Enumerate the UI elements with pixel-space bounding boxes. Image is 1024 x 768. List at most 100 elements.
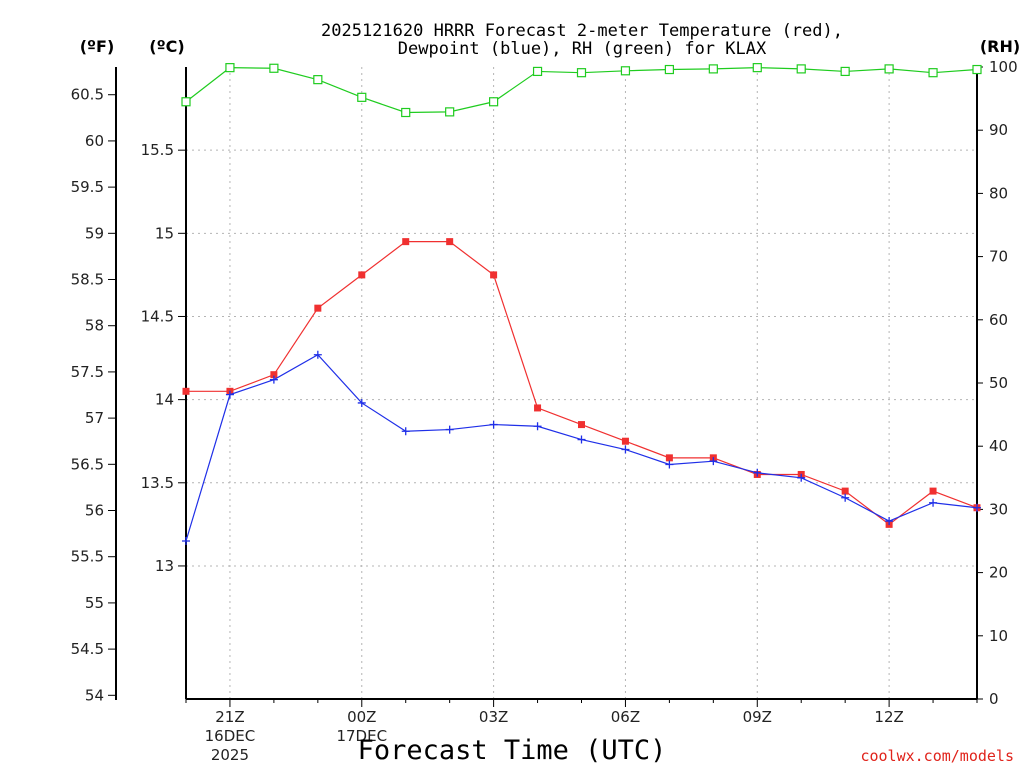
rh-tick-label: 10	[989, 627, 1008, 645]
fahrenheit-tick-label: 59	[85, 224, 104, 242]
time-tick-label: 06Z	[611, 708, 640, 726]
temperature-point	[314, 304, 322, 312]
fahrenheit-tick-label: 58	[85, 317, 104, 335]
rh-point	[752, 63, 762, 73]
fahrenheit-tick-label: 56	[85, 502, 104, 520]
rh-point	[401, 107, 411, 118]
dewpoint-point	[533, 422, 542, 431]
rh-point	[840, 66, 850, 77]
time-tick-label: 2025	[211, 746, 249, 764]
dewpoint-point	[401, 427, 410, 436]
celsius-tick-label: 14.5	[141, 307, 174, 325]
celsius-tick-label: 13	[155, 557, 174, 575]
time-tick-label: 00Z	[347, 708, 376, 726]
rh-tick-label: 0	[989, 690, 999, 708]
dewpoint-point	[445, 425, 454, 434]
rh-tick-label: 90	[989, 121, 1008, 139]
gridlines	[186, 67, 977, 699]
rh-point	[708, 64, 718, 74]
fahrenheit-tick-label: 56.5	[71, 455, 104, 473]
rh-tick-label: 100	[989, 58, 1018, 76]
rh-point	[796, 64, 806, 74]
dewpoint-point	[269, 375, 278, 384]
source-credit: coolwx.com/models	[860, 747, 1014, 765]
temperature-point	[490, 271, 498, 279]
dewpoint-point	[182, 537, 190, 545]
rh-point	[884, 64, 894, 74]
data-series	[181, 63, 982, 545]
temperature-point	[929, 487, 937, 495]
fahrenheit-tick-label: 55	[85, 594, 104, 612]
rh-tick-label: 60	[989, 311, 1008, 329]
celsius-tick-label: 13.5	[141, 474, 174, 492]
rh-point	[357, 92, 367, 102]
fahrenheit-tick-label: 57	[85, 409, 104, 427]
rh-point	[620, 66, 631, 76]
x-axis-label: Forecast Time (UTC)	[358, 735, 667, 766]
fahrenheit-tick-label: 57.5	[71, 363, 104, 381]
temperature-point	[841, 487, 849, 495]
rh-point	[269, 63, 279, 73]
fahrenheit-tick-label: 58.5	[71, 271, 104, 289]
axes	[108, 66, 983, 707]
dewpoint-point	[313, 350, 322, 359]
fahrenheit-tick-label: 59.5	[71, 178, 104, 196]
rh-point	[181, 97, 191, 107]
rh-tick-label: 40	[989, 437, 1008, 455]
dewpoint-point	[709, 457, 718, 466]
rh-point	[972, 64, 982, 75]
dewpoint-point	[577, 435, 586, 444]
fahrenheit-tick-label: 55.5	[71, 548, 104, 566]
temperature-line	[186, 241, 978, 526]
rh-tick-label: 20	[989, 564, 1008, 582]
rh-unit-label: (RH)	[980, 37, 1020, 56]
dewpoint-point	[621, 445, 630, 454]
dewpoint-point	[489, 420, 498, 429]
tick-labels: 13 13.5 14 14.5 15 15.5 54 54.5 55 55.5 56 56.5 57 57…	[71, 58, 1018, 764]
rh-point	[313, 75, 323, 85]
dewpoint-point	[225, 390, 234, 399]
temperature-point	[402, 238, 410, 246]
temperature-point	[621, 437, 629, 445]
dewpoint-point	[357, 398, 366, 407]
rh-tick-label: 80	[989, 184, 1008, 202]
fahrenheit-unit-label: (ºF)	[80, 37, 115, 56]
rh-tick-label: 70	[989, 248, 1008, 266]
celsius-tick-label: 14	[155, 391, 174, 409]
rh-point	[489, 97, 499, 107]
time-tick-label: 21Z	[215, 708, 244, 726]
rh-point	[445, 107, 455, 117]
time-tick-label: 17DEC	[336, 727, 387, 745]
temperature-point	[182, 387, 190, 395]
rh-point	[928, 68, 938, 78]
time-tick-label: 03Z	[479, 708, 508, 726]
temperature-point	[534, 404, 542, 412]
chart-title-line-2: Dewpoint (blue), RH (green) for KLAX	[398, 39, 767, 59]
fahrenheit-tick-label: 54	[85, 686, 104, 704]
rh-point	[576, 68, 587, 78]
dewpoint-point	[929, 498, 938, 507]
dewpoint-line	[185, 353, 978, 542]
fahrenheit-tick-label: 60.5	[71, 86, 104, 104]
chart-title-line-1: 2025121620 HRRR Forecast 2-meter Tempera…	[321, 21, 843, 41]
time-tick-label: 16DEC	[205, 727, 256, 745]
rh-tick-label: 30	[989, 500, 1008, 518]
dewpoint-point	[665, 460, 674, 469]
dewpoint-point	[885, 517, 894, 526]
temperature-point	[578, 421, 585, 429]
temperature-point	[665, 454, 673, 462]
celsius-unit-label: (ºC)	[149, 37, 184, 56]
rh-tick-label: 50	[989, 374, 1008, 392]
temperature-point	[446, 238, 454, 246]
dewpoint-point	[753, 468, 762, 477]
dewpoint-point	[841, 493, 850, 502]
rh-point	[225, 63, 235, 73]
rh-point	[532, 66, 543, 77]
fahrenheit-tick-label: 60	[85, 132, 104, 150]
fahrenheit-tick-label: 54.5	[71, 640, 104, 658]
rh-point	[664, 64, 674, 75]
temperature-point	[358, 271, 366, 279]
dewpoint-point	[973, 503, 981, 512]
celsius-tick-label: 15	[155, 224, 174, 242]
